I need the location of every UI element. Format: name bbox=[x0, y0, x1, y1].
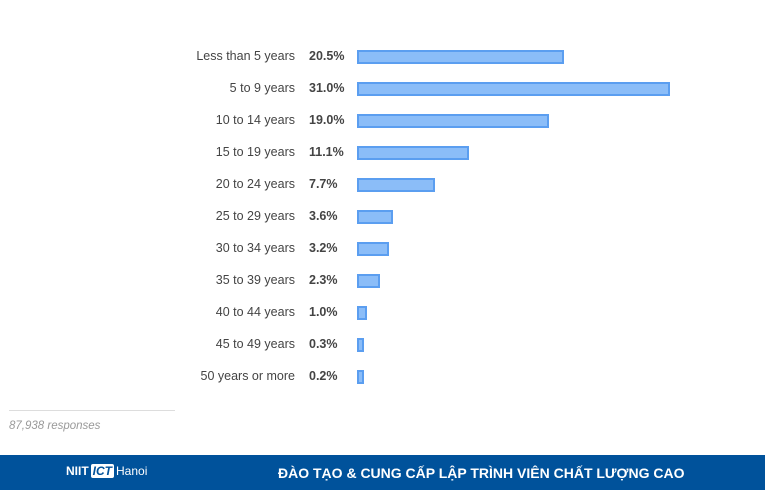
slogan: ĐÀO TẠO & CUNG CẤP LẬP TRÌNH VIÊN CHẤT L… bbox=[278, 465, 685, 481]
value-label: 31.0% bbox=[309, 81, 345, 95]
category-label: 10 to 14 years bbox=[215, 113, 295, 127]
bar bbox=[357, 146, 470, 160]
bar bbox=[357, 210, 394, 224]
category-label: 20 to 24 years bbox=[215, 177, 295, 191]
response-count: 87,938 responses bbox=[9, 420, 101, 432]
category-label: 5 to 9 years bbox=[229, 81, 295, 95]
bar bbox=[357, 274, 381, 288]
value-label: 7.7% bbox=[309, 177, 338, 191]
category-label: 50 years or more bbox=[200, 369, 295, 383]
value-label: 19.0% bbox=[309, 113, 345, 127]
category-label: 15 to 19 years bbox=[215, 145, 295, 159]
category-label: 45 to 49 years bbox=[215, 337, 295, 351]
bar bbox=[357, 114, 549, 128]
footer-banner: NIIT ICT Hanoi ĐÀO TẠO & CUNG CẤP LẬP TR… bbox=[0, 455, 765, 490]
value-label: 2.3% bbox=[309, 273, 338, 287]
bar bbox=[357, 242, 390, 256]
value-label: 20.5% bbox=[309, 49, 345, 63]
logo-niit: NIIT bbox=[66, 464, 89, 478]
category-label: 40 to 44 years bbox=[215, 305, 295, 319]
bar bbox=[357, 306, 368, 320]
value-label: 1.0% bbox=[309, 305, 338, 319]
category-label: 25 to 29 years bbox=[215, 209, 295, 223]
value-label: 11.1% bbox=[309, 145, 344, 159]
niit-ict-logo: NIIT ICT Hanoi bbox=[66, 464, 147, 478]
bar bbox=[357, 338, 364, 352]
bar bbox=[357, 370, 364, 384]
bar bbox=[357, 82, 670, 96]
value-label: 0.2% bbox=[309, 369, 338, 383]
logo-hanoi: Hanoi bbox=[116, 464, 148, 478]
category-label: 30 to 34 years bbox=[215, 241, 295, 255]
logo-ict: ICT bbox=[90, 464, 115, 478]
value-label: 3.2% bbox=[309, 241, 338, 255]
value-label: 3.6% bbox=[309, 209, 338, 223]
bar bbox=[357, 178, 435, 192]
bar bbox=[357, 50, 564, 64]
value-label: 0.3% bbox=[309, 337, 338, 351]
divider bbox=[9, 410, 175, 411]
category-label: 35 to 39 years bbox=[215, 273, 295, 287]
category-label: Less than 5 years bbox=[196, 49, 295, 63]
bar-chart: Less than 5 years 20.5% 5 to 9 years 31.0% 1… bbox=[196, 49, 670, 384]
